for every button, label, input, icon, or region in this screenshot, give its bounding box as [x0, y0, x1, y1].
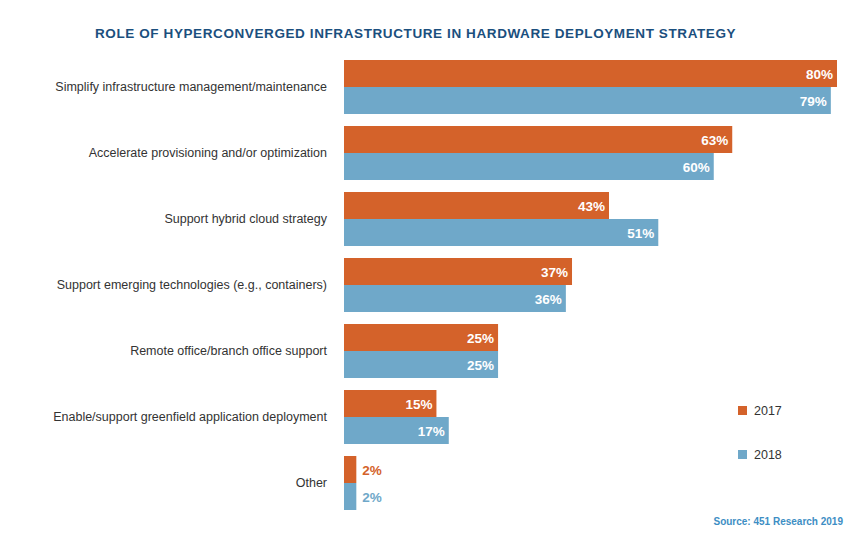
bar [344, 126, 732, 153]
data-label: 36% [535, 292, 562, 307]
data-label: 60% [683, 160, 710, 175]
category-label: Enable/support greenfield application de… [53, 410, 327, 424]
legend-swatch [738, 406, 747, 415]
data-label: 63% [701, 133, 728, 148]
y-tick: Accelerate provisioning and/or optimizat… [89, 146, 327, 160]
category-label: Support hybrid cloud strategy [164, 212, 327, 226]
data-label: 79% [800, 94, 827, 109]
bar [344, 351, 498, 378]
legend: 2017 2018 [738, 404, 782, 462]
data-label: 51% [627, 226, 654, 241]
bar [344, 219, 658, 246]
bar [344, 258, 572, 285]
y-tick: Simplify infrastructure management/maint… [55, 80, 327, 94]
category-label: Simplify infrastructure management/maint… [55, 80, 327, 94]
category-label: Support emerging technologies (e.g., con… [57, 278, 327, 292]
y-tick: Remote office/branch office support [130, 344, 327, 358]
title: ROLE OF HYPERCONVERGED INFRASTRUCTURE IN… [95, 26, 736, 41]
bar [344, 192, 609, 219]
data-label: 43% [578, 199, 605, 214]
data-labels: 80% 63% 43% 37% 25% 15% 2% 79% 60% 51% 36% 25% 17% 2% [362, 67, 833, 505]
legend-label: 2017 [754, 404, 782, 418]
category-label: Accelerate provisioning and/or optimizat… [89, 146, 327, 160]
data-label: 25% [467, 331, 494, 346]
chart: ROLE OF HYPERCONVERGED INFRASTRUCTURE IN… [0, 0, 850, 537]
bar [344, 390, 436, 417]
category-label: Other [296, 476, 327, 490]
bar [344, 60, 837, 87]
category-label: Remote office/branch office support [130, 344, 327, 358]
bar [344, 417, 449, 444]
data-label: 2% [362, 463, 382, 478]
bar [344, 324, 498, 351]
bar [344, 87, 831, 114]
source: Source: 451 Research 2019 [713, 516, 843, 527]
y-axis: Simplify infrastructure management/maint… [53, 80, 328, 490]
bars [344, 60, 837, 510]
data-label: 37% [541, 265, 568, 280]
legend-swatch [738, 450, 747, 459]
bar [344, 456, 356, 483]
y-tick: Support hybrid cloud strategy [164, 212, 327, 226]
y-tick: Other [296, 476, 327, 490]
data-label: 2% [362, 490, 382, 505]
data-label: 15% [405, 397, 432, 412]
bar [344, 153, 714, 180]
data-label: 17% [418, 424, 445, 439]
data-label: 80% [806, 67, 833, 82]
y-tick: Support emerging technologies (e.g., con… [57, 278, 327, 292]
y-tick: Enable/support greenfield application de… [53, 410, 327, 424]
bar [344, 483, 356, 510]
data-label: 25% [467, 358, 494, 373]
legend-label: 2018 [754, 448, 782, 462]
bar [344, 285, 566, 312]
